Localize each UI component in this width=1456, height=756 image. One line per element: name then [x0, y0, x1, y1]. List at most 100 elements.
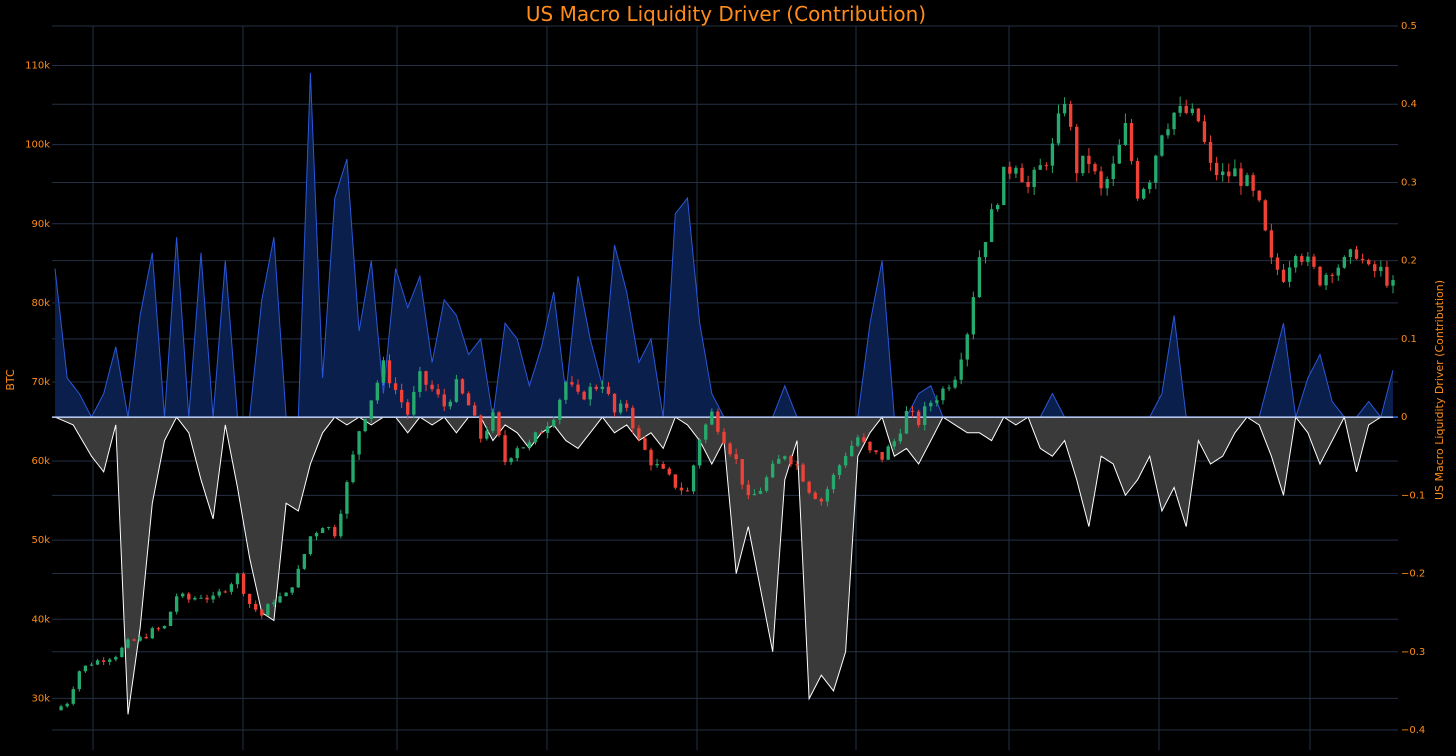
- btc-candle: [691, 464, 696, 495]
- btc-candle: [132, 638, 136, 642]
- btc-candle: [1269, 223, 1274, 264]
- btc-candle: [1056, 104, 1061, 146]
- btc-candle: [150, 626, 154, 640]
- btc-candle: [406, 399, 410, 420]
- candle-body: [1287, 267, 1292, 282]
- candle-body: [1062, 103, 1067, 114]
- candle-body: [1294, 256, 1298, 268]
- candle-body: [229, 584, 234, 592]
- candle-body: [953, 379, 957, 388]
- btc-candle: [1172, 112, 1176, 136]
- btc-candle: [837, 464, 842, 480]
- candle-body: [412, 391, 416, 415]
- candle-body: [162, 625, 167, 629]
- candle-body: [1324, 274, 1328, 286]
- candle-body: [108, 659, 112, 662]
- btc-candle: [1263, 199, 1267, 232]
- btc-candle: [162, 625, 167, 630]
- candle-body: [673, 474, 678, 488]
- btc-candle: [266, 603, 270, 616]
- candle-body: [1087, 155, 1091, 165]
- candle-body: [764, 477, 769, 491]
- btc-candle: [612, 393, 617, 417]
- btc-candle: [697, 438, 702, 469]
- btc-candle: [807, 480, 811, 495]
- btc-candle: [564, 380, 568, 405]
- candle-body: [777, 458, 781, 464]
- btc-candle: [1050, 138, 1055, 173]
- btc-candle: [655, 458, 659, 468]
- candle-body: [1275, 257, 1280, 270]
- btc-candle: [442, 388, 446, 412]
- btc-candle: [174, 593, 179, 615]
- btc-candle: [862, 433, 866, 443]
- candle-body: [789, 456, 793, 465]
- candle-body: [436, 389, 440, 395]
- btc-candle: [898, 428, 903, 444]
- btc-candle: [363, 418, 367, 433]
- btc-candle: [977, 250, 982, 298]
- candle-body: [558, 399, 562, 420]
- candle-body: [223, 591, 227, 593]
- candle-body: [971, 297, 976, 335]
- candle-body: [1117, 144, 1122, 164]
- btc-candle: [1178, 96, 1182, 117]
- candle-body: [1032, 169, 1036, 187]
- btc-candle: [673, 474, 678, 490]
- btc-candle: [1391, 275, 1395, 294]
- btc-candle: [1117, 139, 1122, 164]
- btc-candle: [935, 395, 939, 407]
- candle-body: [326, 527, 331, 529]
- btc-candle: [381, 356, 386, 386]
- candle-body: [1178, 106, 1182, 113]
- candle-body: [1239, 168, 1243, 186]
- btc-candle: [205, 594, 209, 603]
- candle-body: [691, 465, 696, 492]
- btc-candle: [1026, 175, 1030, 194]
- candle-body: [1251, 175, 1255, 191]
- candle-body: [1148, 182, 1152, 190]
- candle-body: [910, 410, 915, 412]
- btc-candle: [594, 384, 598, 392]
- btc-candle: [430, 380, 434, 392]
- candle-body: [515, 448, 519, 459]
- candle-body: [1342, 257, 1347, 268]
- btc-candle: [868, 441, 872, 454]
- candle-body: [114, 657, 118, 660]
- btc-candle: [369, 400, 373, 423]
- candle-body: [697, 439, 702, 466]
- btc-candle: [843, 452, 848, 468]
- btc-candle: [114, 655, 118, 662]
- candle-body: [168, 611, 173, 626]
- btc-candle: [892, 438, 896, 450]
- candle-body: [320, 528, 325, 534]
- candle-body: [254, 603, 258, 610]
- btc-candle: [1111, 155, 1115, 186]
- btc-candle: [582, 390, 586, 401]
- candle-body: [65, 703, 69, 707]
- candle-body: [174, 596, 179, 612]
- btc-axis: 30k 40k 50k 60k 70k 80k 90k 100k 110k: [25, 61, 50, 705]
- candle-body: [59, 706, 63, 711]
- btc-candle: [1330, 273, 1334, 284]
- btc-candle: [1294, 254, 1298, 273]
- candle-body: [1330, 274, 1334, 276]
- btc-candle: [965, 332, 969, 367]
- candle-body: [1141, 189, 1146, 199]
- candle-body: [1391, 280, 1395, 286]
- btc-candle: [241, 572, 246, 597]
- candle-body: [448, 401, 453, 407]
- candle-body: [430, 384, 434, 390]
- candle-body: [1099, 171, 1103, 189]
- candle-body: [618, 403, 623, 413]
- candle-body: [606, 386, 611, 394]
- btc-candle: [156, 626, 161, 632]
- candle-body: [308, 536, 313, 555]
- btc-candle: [1008, 161, 1012, 180]
- candle-body: [1379, 266, 1383, 272]
- candle-body: [1373, 264, 1377, 272]
- candle-body: [856, 437, 860, 446]
- candle-body: [539, 432, 544, 434]
- candle-body: [1196, 108, 1201, 122]
